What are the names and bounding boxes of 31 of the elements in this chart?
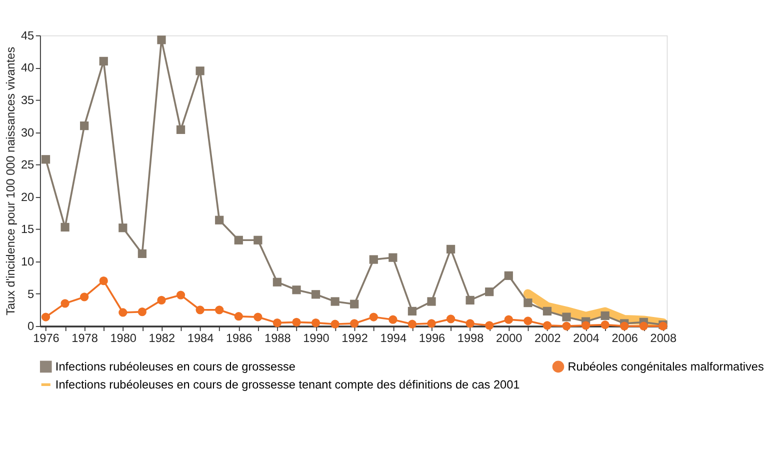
x-tick-label: 2006 bbox=[612, 330, 638, 345]
x-tick-label: 1978 bbox=[72, 330, 98, 345]
x-tick-label: 2002 bbox=[534, 330, 561, 345]
legend-label: Infections rubéoleuses en cours de grossesse tenant compte des définitions de cas 2001 bbox=[55, 377, 520, 392]
y-tick-label: 45 bbox=[20, 28, 35, 42]
x-tick-label: 1996 bbox=[418, 330, 446, 345]
y-tick-label: 25 bbox=[20, 158, 35, 172]
x-tick-label: 1982 bbox=[148, 330, 176, 345]
y-tick-label: 30 bbox=[20, 125, 35, 140]
x-tick-label: 2000 bbox=[496, 330, 523, 345]
y-tick-label: 20 bbox=[20, 190, 35, 204]
x-tick-label: 1986 bbox=[226, 330, 253, 345]
y-tick-label: 35 bbox=[20, 93, 35, 108]
y-tick-label: 10 bbox=[20, 254, 35, 269]
x-tick-label: 1984 bbox=[187, 330, 214, 345]
x-tick-label: 1994 bbox=[380, 330, 407, 345]
x-tick-label: 1976 bbox=[33, 330, 60, 345]
x-tick-label: 1980 bbox=[110, 330, 137, 345]
x-tick-label: 1988 bbox=[264, 330, 292, 345]
y-tick-label: 0 bbox=[28, 319, 35, 334]
y-tick-label: 5 bbox=[28, 286, 35, 301]
x-tick-label: 2008 bbox=[650, 330, 677, 345]
y-axis-title: Taux d'incidence pour 100 000 naissances vivantes bbox=[4, 46, 18, 316]
x-tick-label: 1990 bbox=[303, 330, 330, 345]
legend-label: Rubéoles congénitales malformatives bbox=[568, 359, 764, 374]
y-tick-label: 40 bbox=[20, 60, 35, 75]
x-tick-label: 1992 bbox=[342, 330, 368, 345]
x-tick-label: 2004 bbox=[573, 330, 600, 345]
x-tick-label: 1998 bbox=[457, 330, 484, 345]
y-tick-label: 15 bbox=[20, 222, 35, 236]
legend-label: Infections rubéoleuses en cours de grossesse bbox=[55, 359, 296, 374]
